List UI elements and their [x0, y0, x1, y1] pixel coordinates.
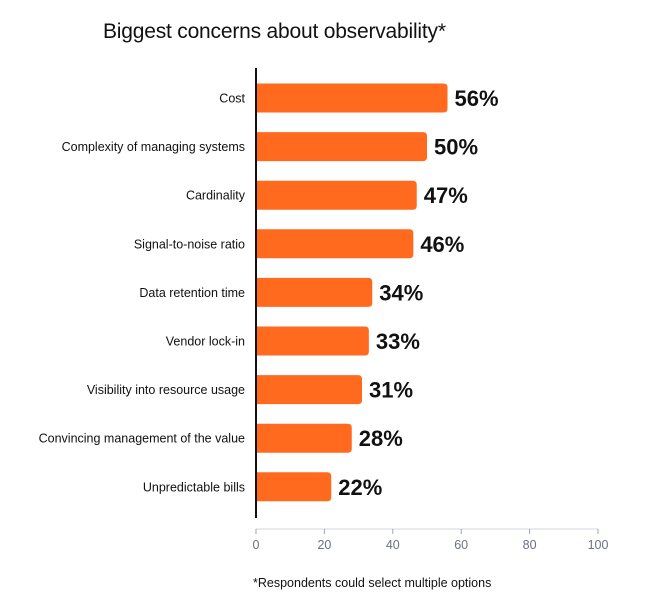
x-tick-label: 40 [386, 538, 400, 552]
bar [256, 423, 352, 453]
data-label: 50% [434, 135, 478, 160]
bar [256, 375, 363, 405]
x-tick-label: 20 [317, 538, 331, 552]
data-label: 33% [376, 329, 420, 354]
bar [256, 326, 369, 356]
bar [256, 277, 373, 307]
bar [256, 180, 417, 210]
x-tick-label: 100 [588, 538, 609, 552]
bar [256, 229, 414, 259]
x-tick-label: 0 [253, 538, 260, 552]
data-label: 22% [338, 475, 382, 500]
x-tick-label: 60 [454, 538, 468, 552]
bar [256, 83, 448, 113]
data-label: 34% [379, 280, 423, 305]
data-label: 56% [455, 86, 499, 111]
bars-layer: Cost 56% Complexity of managing systems 50%… [39, 83, 499, 502]
category-label: Complexity of managing systems [62, 140, 245, 154]
data-label: 28% [359, 426, 403, 451]
x-tick-label: 80 [523, 538, 537, 552]
category-label: Visibility into resource usage [87, 383, 245, 397]
category-label: Data retention time [139, 286, 245, 300]
bar [256, 472, 332, 502]
category-label: Unpredictable bills [143, 480, 245, 494]
category-label: Cardinality [186, 189, 246, 203]
category-label: Signal-to-noise ratio [134, 237, 245, 251]
data-label: 46% [420, 232, 464, 257]
bar [256, 132, 427, 162]
category-label: Cost [219, 92, 245, 106]
category-label: Vendor lock-in [166, 335, 245, 349]
data-label: 31% [369, 378, 413, 403]
data-label: 47% [424, 183, 468, 208]
category-label: Convincing management of the value [39, 432, 245, 446]
footnote: *Respondents could select multiple optio… [253, 576, 492, 590]
chart-title: Biggest concerns about observability* [103, 20, 446, 43]
axis-layer: 0 20 40 60 80 100 [253, 68, 609, 552]
